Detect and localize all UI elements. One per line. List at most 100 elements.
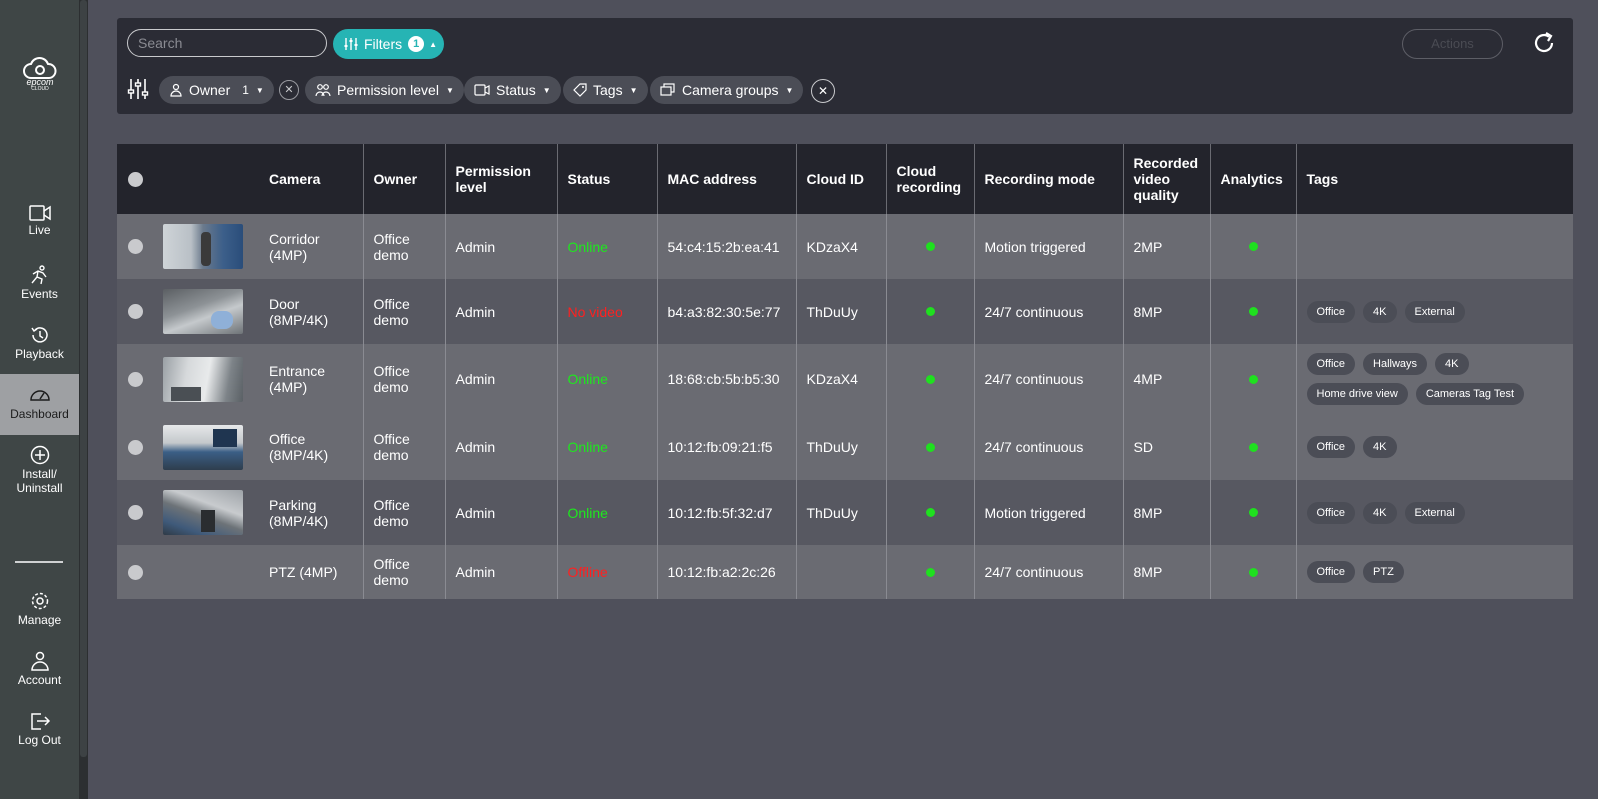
- tag-chip[interactable]: 4K: [1363, 300, 1397, 323]
- nav-live[interactable]: Live: [0, 194, 79, 255]
- thumbnail-cell: [153, 214, 259, 279]
- thumbnail-header: [153, 144, 259, 214]
- nav-events[interactable]: Events: [0, 254, 79, 315]
- status-header[interactable]: Status: [557, 144, 658, 214]
- select-all-radio[interactable]: [128, 171, 143, 187]
- tag-chip[interactable]: Office: [1306, 501, 1356, 524]
- tag-chip[interactable]: Office: [1306, 561, 1356, 583]
- tag-chip[interactable]: Cameras Tag Test: [1415, 383, 1525, 405]
- thumbnail-cell: [153, 279, 259, 344]
- analytics-cell: [1210, 279, 1297, 344]
- camera-thumbnail[interactable]: [163, 490, 243, 535]
- row-select-radio[interactable]: [128, 304, 143, 319]
- tag-chip[interactable]: 4K: [1363, 501, 1397, 524]
- gauge-icon: [29, 390, 50, 401]
- nav-manage[interactable]: Manage: [0, 580, 79, 641]
- row-select-radio[interactable]: [128, 439, 143, 455]
- tag-chip[interactable]: 4K: [1363, 436, 1397, 458]
- row-select-radio[interactable]: [128, 505, 143, 520]
- nav-account[interactable]: Account: [0, 640, 79, 701]
- camera-name[interactable]: Office (8MP/4K): [259, 414, 364, 480]
- search-input[interactable]: [127, 29, 327, 57]
- camera-name[interactable]: Parking (8MP/4K): [259, 480, 364, 545]
- row-select-radio[interactable]: [128, 371, 143, 387]
- analytics-header[interactable]: Analytics: [1210, 144, 1297, 214]
- cloud-id-header[interactable]: Cloud ID: [796, 144, 887, 214]
- permission-header[interactable]: Permission level: [445, 144, 558, 214]
- owner-filter-chip[interactable]: Owner 1 ▼: [159, 76, 274, 104]
- status-filter-chip[interactable]: Status ▼: [464, 76, 561, 104]
- recording-mode-header[interactable]: Recording mode: [974, 144, 1124, 214]
- sidebar: epcom CLOUD Live Events Playback Dashboa…: [0, 0, 79, 799]
- cloud-id-cell: KDzaX4: [796, 214, 887, 279]
- camera-thumbnail[interactable]: [163, 424, 243, 470]
- mac-cell: 18:68:cb:5b:b5:30: [657, 344, 797, 414]
- tag-chip[interactable]: Office: [1306, 436, 1356, 458]
- cloud-recording-header[interactable]: Cloud recording: [886, 144, 975, 214]
- clear-all-filters-button[interactable]: ✕: [811, 79, 835, 103]
- quality-header[interactable]: Recorded video quality: [1123, 144, 1211, 214]
- table-header-row: Camera Owner Permission level Status MAC…: [117, 144, 1573, 214]
- cloud-id-cell: ThDuUy: [796, 480, 887, 545]
- tags-header[interactable]: Tags: [1306, 171, 1339, 187]
- actions-button[interactable]: Actions: [1402, 29, 1503, 59]
- person-icon: [170, 83, 182, 97]
- row-select-cell: [117, 545, 153, 599]
- camera-name[interactable]: PTZ (4MP): [259, 545, 364, 599]
- nav-install-uninstall[interactable]: Install/ Uninstall: [0, 434, 79, 500]
- row-select-radio[interactable]: [128, 239, 143, 254]
- row-select-cell: [117, 279, 153, 344]
- owner-header[interactable]: Owner: [363, 144, 446, 214]
- tag-chip[interactable]: Hallways: [1363, 353, 1428, 375]
- tag-chip[interactable]: Office: [1306, 353, 1356, 375]
- table-row[interactable]: Parking (8MP/4K) Office demo Admin Onlin…: [117, 480, 1573, 545]
- camera-groups-filter-chip[interactable]: Camera groups ▼: [650, 76, 804, 104]
- tag-chip[interactable]: External: [1404, 501, 1465, 524]
- camera-thumbnail[interactable]: [163, 289, 243, 334]
- tag-chip[interactable]: Office: [1306, 300, 1356, 323]
- nav-playback[interactable]: Playback: [0, 314, 79, 375]
- status-cell: Online: [557, 214, 658, 279]
- tag-chip[interactable]: Home drive view: [1306, 383, 1408, 405]
- mac-header[interactable]: MAC address: [657, 144, 797, 214]
- tags-cell: Office PTZ: [1296, 545, 1573, 599]
- permission-cell: Admin: [445, 214, 558, 279]
- sidebar-scrollbar[interactable]: [79, 0, 88, 799]
- table-row[interactable]: Corridor (4MP) Office demo Admin Online …: [117, 214, 1573, 279]
- cloud-recording-cell: [886, 279, 975, 344]
- camera-name[interactable]: Door (8MP/4K): [259, 279, 364, 344]
- camera-thumbnail[interactable]: [163, 356, 243, 402]
- table-row[interactable]: Entrance (4MP) Office demo Admin Online …: [117, 344, 1573, 414]
- quality-cell: 8MP: [1123, 279, 1211, 344]
- clear-owner-filter-button[interactable]: ✕: [279, 80, 299, 100]
- camera-name[interactable]: Entrance (4MP): [259, 344, 364, 414]
- camera-thumbnail[interactable]: [163, 224, 243, 269]
- row-select-radio[interactable]: [128, 564, 143, 580]
- refresh-icon[interactable]: [1531, 30, 1557, 56]
- sidebar-scroll-thumb[interactable]: [80, 0, 87, 757]
- filters-button[interactable]: Filters 1 ▲: [333, 29, 444, 59]
- cloud-id-cell: KDzaX4: [796, 344, 887, 414]
- quality-cell: SD: [1123, 414, 1211, 480]
- camera-name[interactable]: Corridor (4MP): [259, 214, 364, 279]
- table-row[interactable]: PTZ (4MP) Office demo Admin Offline 10:1…: [117, 545, 1573, 599]
- nav-dashboard[interactable]: Dashboard: [0, 374, 79, 435]
- analytics-cell: [1210, 414, 1297, 480]
- camera-header[interactable]: Camera: [259, 144, 364, 214]
- adjust-sliders-icon[interactable]: [127, 78, 149, 100]
- tag-chip[interactable]: PTZ: [1363, 561, 1404, 583]
- tags-cell: Office Hallways 4K Home drive view Cameras T…: [1296, 344, 1573, 414]
- analytics-cell: [1210, 214, 1297, 279]
- permission-cell: Admin: [445, 279, 558, 344]
- tags-filter-chip[interactable]: Tags ▼: [563, 76, 648, 104]
- tag-chip[interactable]: External: [1404, 300, 1465, 323]
- tag-chip[interactable]: 4K: [1435, 353, 1469, 375]
- video-camera-icon: [28, 205, 51, 221]
- table-row[interactable]: Office (8MP/4K) Office demo Admin Online…: [117, 414, 1573, 480]
- quality-cell: 8MP: [1123, 480, 1211, 545]
- recording-mode-cell: 24/7 continuous: [974, 414, 1124, 480]
- nav-logout[interactable]: Log Out: [0, 700, 79, 761]
- table-row[interactable]: Door (8MP/4K) Office demo Admin No video…: [117, 279, 1573, 344]
- permission-cell: Admin: [445, 545, 558, 599]
- permission-level-filter-chip[interactable]: Permission level ▼: [305, 76, 464, 104]
